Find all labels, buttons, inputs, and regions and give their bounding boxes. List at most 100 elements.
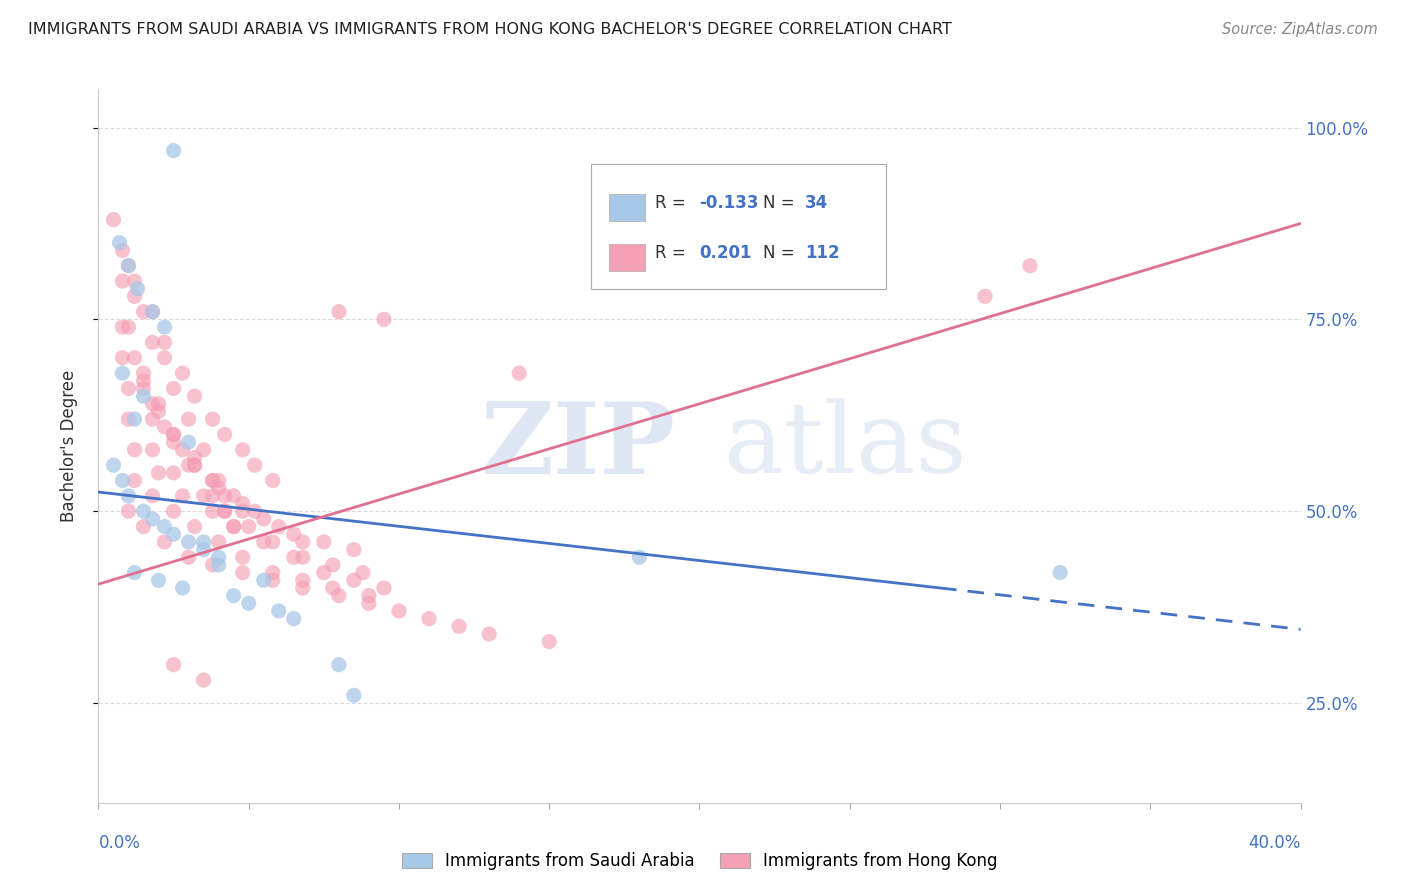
- Point: [124, 474, 146, 488]
- Point: [124, 442, 146, 457]
- Point: [162, 435, 184, 450]
- Point: [172, 442, 194, 457]
- Point: [117, 489, 139, 503]
- Point: [291, 550, 314, 565]
- Point: [208, 481, 231, 495]
- Point: [201, 558, 224, 572]
- Point: [172, 489, 194, 503]
- Point: [232, 497, 254, 511]
- Point: [418, 612, 440, 626]
- Point: [193, 489, 215, 503]
- Point: [447, 619, 470, 633]
- Point: [141, 442, 163, 457]
- Point: [357, 589, 380, 603]
- Point: [111, 320, 134, 334]
- Point: [124, 274, 146, 288]
- Text: R =: R =: [655, 244, 690, 262]
- Point: [103, 458, 125, 473]
- Point: [177, 458, 200, 473]
- Point: [343, 574, 366, 588]
- Text: N =: N =: [763, 244, 800, 262]
- Legend: Immigrants from Saudi Arabia, Immigrants from Hong Kong: Immigrants from Saudi Arabia, Immigrants…: [395, 846, 1004, 877]
- Point: [283, 612, 305, 626]
- Point: [267, 604, 290, 618]
- Point: [243, 458, 266, 473]
- Point: [162, 144, 184, 158]
- Point: [388, 604, 411, 618]
- Point: [148, 574, 170, 588]
- Point: [1019, 259, 1042, 273]
- Point: [132, 304, 155, 318]
- Point: [538, 634, 561, 648]
- Y-axis label: Bachelor's Degree: Bachelor's Degree: [59, 370, 77, 522]
- Point: [183, 450, 205, 465]
- Point: [148, 397, 170, 411]
- Point: [232, 504, 254, 518]
- FancyBboxPatch shape: [609, 194, 645, 221]
- Point: [201, 474, 224, 488]
- Point: [262, 566, 284, 580]
- Point: [124, 351, 146, 365]
- Text: N =: N =: [763, 194, 800, 212]
- Point: [262, 535, 284, 549]
- Point: [214, 504, 236, 518]
- Point: [232, 550, 254, 565]
- Point: [262, 574, 284, 588]
- Point: [172, 581, 194, 595]
- Point: [232, 442, 254, 457]
- Point: [291, 581, 314, 595]
- Text: ZIP: ZIP: [481, 398, 675, 494]
- Point: [117, 412, 139, 426]
- Point: [322, 558, 344, 572]
- Point: [162, 381, 184, 395]
- Point: [141, 489, 163, 503]
- Point: [243, 504, 266, 518]
- Point: [193, 442, 215, 457]
- Point: [124, 566, 146, 580]
- Point: [103, 212, 125, 227]
- Point: [291, 574, 314, 588]
- Point: [111, 474, 134, 488]
- Point: [117, 320, 139, 334]
- Point: [283, 550, 305, 565]
- Point: [162, 527, 184, 541]
- Point: [124, 412, 146, 426]
- Point: [117, 259, 139, 273]
- Point: [373, 581, 395, 595]
- Text: 112: 112: [806, 244, 839, 262]
- Text: 0.0%: 0.0%: [98, 834, 141, 852]
- Point: [343, 542, 366, 557]
- Point: [478, 627, 501, 641]
- Point: [373, 312, 395, 326]
- Point: [153, 335, 176, 350]
- Text: -0.133: -0.133: [700, 194, 759, 212]
- Point: [352, 566, 374, 580]
- Point: [628, 550, 651, 565]
- Point: [153, 351, 176, 365]
- Point: [132, 504, 155, 518]
- Point: [328, 657, 350, 672]
- Point: [132, 374, 155, 388]
- Point: [162, 427, 184, 442]
- Point: [328, 589, 350, 603]
- Point: [132, 381, 155, 395]
- Point: [148, 404, 170, 418]
- Point: [162, 466, 184, 480]
- Point: [238, 596, 260, 610]
- Point: [111, 351, 134, 365]
- Point: [214, 427, 236, 442]
- Point: [141, 304, 163, 318]
- Text: R =: R =: [655, 194, 690, 212]
- Point: [312, 566, 335, 580]
- Point: [262, 474, 284, 488]
- Point: [253, 512, 276, 526]
- Point: [162, 657, 184, 672]
- Point: [141, 304, 163, 318]
- Point: [108, 235, 131, 250]
- Text: 34: 34: [806, 194, 828, 212]
- Point: [208, 474, 231, 488]
- Point: [357, 596, 380, 610]
- Point: [111, 366, 134, 380]
- Point: [177, 435, 200, 450]
- Point: [141, 335, 163, 350]
